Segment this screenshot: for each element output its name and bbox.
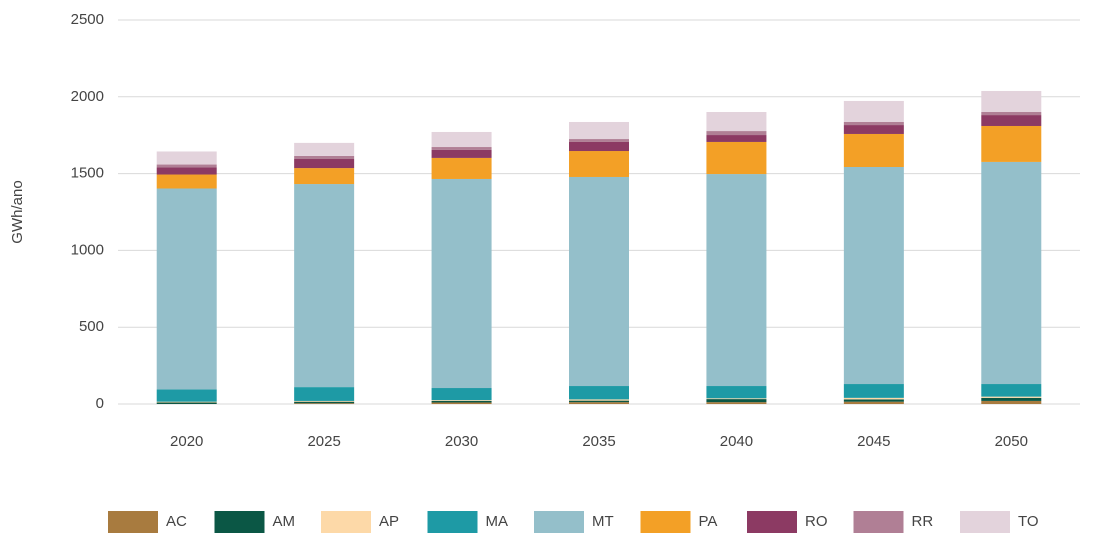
bar-segment — [569, 399, 629, 401]
bar-segment — [981, 400, 1042, 404]
bar-segment — [706, 402, 767, 404]
bar-segment — [569, 141, 629, 152]
x-tick-label: 2045 — [857, 433, 890, 450]
x-tick-label: 2035 — [582, 433, 615, 450]
bar-segment — [981, 396, 1042, 398]
bar-segment — [431, 402, 492, 404]
bar-segment — [156, 401, 217, 403]
legend-label: MT — [592, 513, 614, 530]
legend-label: MA — [486, 513, 509, 530]
x-tick-label: 2040 — [720, 433, 753, 450]
bar-segment — [843, 399, 904, 402]
legend-label: AP — [379, 513, 399, 530]
y-tick-label: 1000 — [71, 241, 104, 258]
bar-segment — [981, 112, 1042, 116]
bar-segment — [569, 139, 629, 142]
bar-segment — [843, 401, 904, 404]
legend-label: TO — [1018, 513, 1039, 530]
bar-segment — [431, 147, 492, 150]
bar-segment — [981, 397, 1042, 401]
bar-segment — [843, 166, 904, 385]
x-tick-label: 2020 — [170, 433, 203, 450]
bar-segment — [569, 121, 629, 140]
legend-label: PA — [699, 513, 718, 530]
bar-segment — [981, 90, 1042, 113]
legend-label: RR — [912, 513, 934, 530]
bar-segment — [569, 176, 629, 387]
x-tick-label: 2025 — [307, 433, 340, 450]
bar-segment — [156, 174, 217, 189]
bar-segment — [569, 402, 629, 404]
y-tick-label: 500 — [79, 318, 104, 335]
bar-segment — [706, 131, 767, 136]
bar-segment — [156, 402, 217, 404]
bar-segment — [156, 389, 217, 402]
bar-segment — [706, 398, 767, 400]
y-tick-label: 0 — [96, 395, 104, 412]
bar-segment — [294, 142, 355, 156]
legend-swatch — [534, 511, 584, 533]
y-tick-label: 2000 — [71, 88, 104, 105]
legend-swatch — [321, 511, 371, 533]
bar-segment — [156, 151, 217, 165]
bar-segment — [294, 184, 355, 388]
legend-label: RO — [805, 513, 828, 530]
bar-segment — [843, 100, 904, 122]
y-axis-label: GWh/ano — [9, 180, 26, 243]
bar-segment — [294, 401, 355, 404]
legend-swatch — [960, 511, 1010, 533]
bar-segment — [294, 400, 355, 402]
bar-segment — [981, 161, 1042, 385]
bar-segment — [294, 168, 355, 185]
bar-segment — [569, 151, 629, 177]
bar-segment — [981, 115, 1042, 126]
legend-swatch — [108, 511, 158, 533]
bar-segment — [156, 164, 217, 168]
bar-segment — [431, 131, 492, 148]
bar-segment — [431, 400, 492, 403]
bar-segment — [294, 159, 355, 169]
bar-segment — [294, 387, 355, 401]
x-tick-label: 2030 — [445, 433, 478, 450]
bar-segment — [294, 403, 355, 404]
bar-segment — [843, 384, 904, 398]
bar-segment — [706, 141, 767, 175]
bar-segment — [156, 167, 217, 175]
bar-segment — [706, 386, 767, 399]
bar-segment — [156, 188, 217, 390]
y-tick-label: 2500 — [71, 11, 104, 28]
bar-segment — [981, 384, 1042, 397]
bar-segment — [843, 125, 904, 134]
bar-segment — [569, 386, 629, 400]
legend-swatch — [427, 511, 478, 533]
bar-segment — [431, 178, 492, 389]
bar-segment — [706, 174, 767, 387]
bar-segment — [843, 121, 904, 126]
legend-label: AC — [166, 513, 187, 530]
legend-label: AM — [273, 513, 296, 530]
bar-segment — [431, 157, 492, 179]
legend-swatch — [853, 511, 904, 533]
bar-segment — [843, 133, 904, 167]
legend-swatch — [214, 511, 265, 533]
y-tick-label: 1500 — [71, 165, 104, 182]
bar-segment — [431, 400, 492, 401]
legend-swatch — [747, 511, 797, 533]
bar-segment — [843, 397, 904, 400]
bar-segment — [294, 155, 355, 160]
bar-segment — [431, 149, 492, 158]
bar-segment — [706, 135, 767, 142]
legend-swatch — [640, 511, 691, 533]
bar-segment — [431, 388, 492, 401]
bar-segment — [706, 112, 767, 132]
bar-segment — [981, 125, 1042, 162]
bar-segment — [569, 400, 629, 403]
bar-segment — [706, 399, 767, 403]
x-tick-label: 2050 — [995, 433, 1028, 450]
